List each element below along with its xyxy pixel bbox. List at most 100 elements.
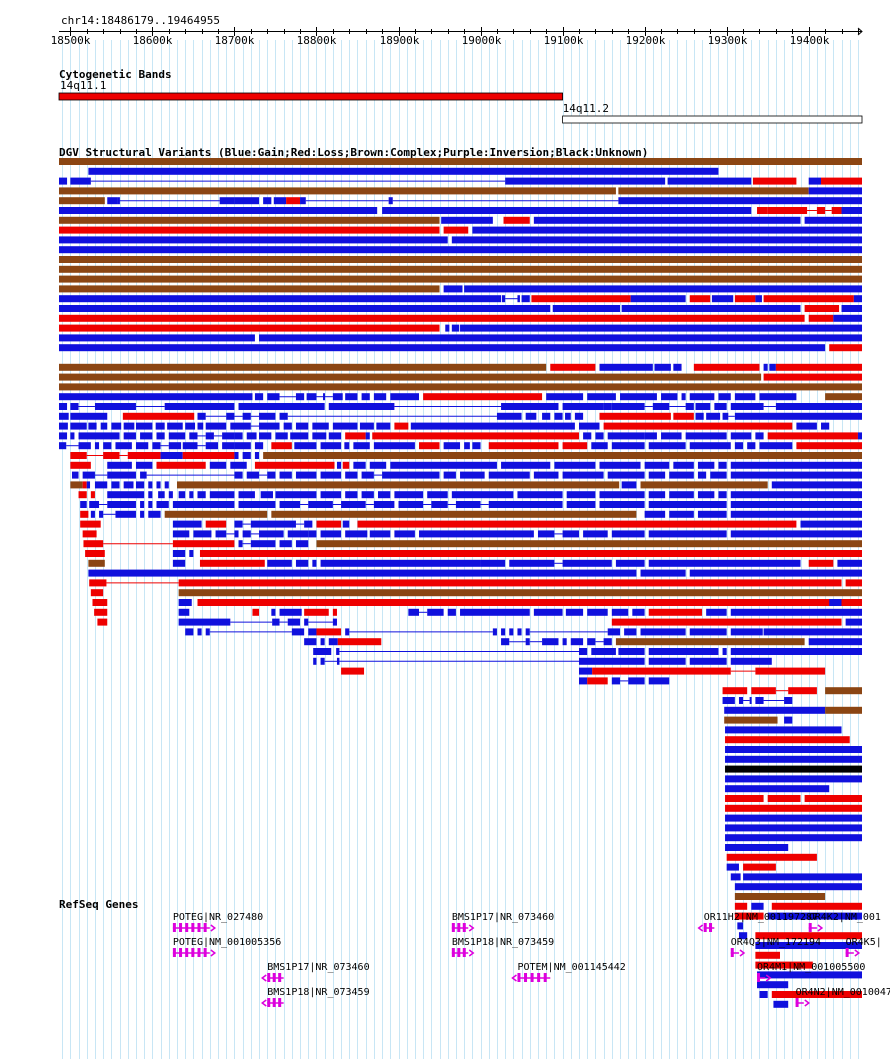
variant-gain[interactable] xyxy=(583,432,592,440)
variant-gain[interactable] xyxy=(189,550,194,557)
variant-gain[interactable] xyxy=(565,608,584,616)
variant-gain[interactable] xyxy=(496,412,522,420)
variant-complex[interactable] xyxy=(271,510,637,518)
variant-gain[interactable] xyxy=(488,471,530,479)
variant-loss[interactable] xyxy=(808,559,834,567)
variant-gain[interactable] xyxy=(168,442,182,450)
variant-loss[interactable] xyxy=(345,432,366,440)
variant-gain[interactable] xyxy=(599,501,645,508)
variant-complex[interactable] xyxy=(263,452,862,459)
variant-gain[interactable] xyxy=(759,991,768,998)
variant-gain[interactable] xyxy=(640,569,686,577)
variant-loss[interactable] xyxy=(531,295,631,303)
variant-gain[interactable] xyxy=(841,207,862,214)
variant-gain[interactable] xyxy=(725,746,862,753)
variant-gain[interactable] xyxy=(724,706,826,714)
variant-gain[interactable] xyxy=(661,393,678,401)
variant-gain[interactable] xyxy=(722,697,735,704)
variant-gain[interactable] xyxy=(757,981,789,989)
variant-gain[interactable] xyxy=(725,726,842,734)
variant-gain[interactable] xyxy=(59,177,68,185)
variant-gain[interactable] xyxy=(654,363,671,371)
variant-gain[interactable] xyxy=(123,422,135,430)
gene-label[interactable]: OR4K5| xyxy=(846,937,882,948)
variant-gain[interactable] xyxy=(611,403,645,410)
variant-gain[interactable] xyxy=(445,324,450,332)
variant-gain[interactable] xyxy=(607,471,645,479)
variant-gain[interactable] xyxy=(689,393,715,401)
variant-gain[interactable] xyxy=(140,510,145,518)
variant-gain[interactable] xyxy=(648,677,670,685)
variant-gain[interactable] xyxy=(320,442,342,450)
variant-loss[interactable] xyxy=(252,608,260,616)
variant-loss[interactable] xyxy=(337,638,382,646)
variant-gain[interactable] xyxy=(259,422,280,430)
variant-gain[interactable] xyxy=(295,471,317,479)
variant-gain[interactable] xyxy=(755,295,762,303)
variant-loss[interactable] xyxy=(587,677,608,685)
variant-gain[interactable] xyxy=(148,491,153,499)
variant-gain[interactable] xyxy=(167,422,183,430)
variant-gain[interactable] xyxy=(796,422,817,430)
variant-gain[interactable] xyxy=(607,432,645,440)
variant-gain[interactable] xyxy=(624,628,637,636)
variant-complex[interactable] xyxy=(316,540,862,548)
variant-loss[interactable] xyxy=(550,363,596,371)
variant-loss[interactable] xyxy=(673,412,694,420)
variant-gain[interactable] xyxy=(172,501,235,508)
variant-gain[interactable] xyxy=(234,442,251,450)
variant-gain[interactable] xyxy=(313,648,332,655)
variant-loss[interactable] xyxy=(103,452,120,459)
variant-gain[interactable] xyxy=(542,412,551,420)
variant-gain[interactable] xyxy=(189,491,194,499)
variant-gain[interactable] xyxy=(611,442,645,450)
variant-complex[interactable] xyxy=(88,559,105,567)
variant-gain[interactable] xyxy=(59,412,69,420)
variant-gain[interactable] xyxy=(306,393,317,401)
variant-gain[interactable] xyxy=(182,442,198,450)
variant-gain[interactable] xyxy=(599,461,641,469)
variant-gain[interactable] xyxy=(209,461,227,469)
variant-gain[interactable] xyxy=(328,638,338,646)
variant-complex[interactable] xyxy=(59,256,862,263)
variant-gain[interactable] xyxy=(730,403,764,410)
variant-gain[interactable] xyxy=(222,442,235,450)
variant-gain[interactable] xyxy=(178,618,231,626)
variant-complex[interactable] xyxy=(59,373,762,381)
variant-gain[interactable] xyxy=(685,403,694,410)
variant-gain[interactable] xyxy=(123,481,134,489)
variant-loss[interactable] xyxy=(80,510,89,518)
variant-gain[interactable] xyxy=(205,442,219,450)
variant-gain[interactable] xyxy=(685,432,727,440)
variant-gain[interactable] xyxy=(295,540,309,548)
variant-gain[interactable] xyxy=(369,461,387,469)
variant-gain[interactable] xyxy=(775,403,862,410)
variant-loss[interactable] xyxy=(503,216,530,224)
variant-loss[interactable] xyxy=(755,951,780,959)
variant-loss[interactable] xyxy=(127,452,161,459)
variant-loss[interactable] xyxy=(70,452,87,459)
variant-loss[interactable] xyxy=(59,226,440,234)
variant-gain[interactable] xyxy=(738,932,748,940)
variant-loss[interactable] xyxy=(734,912,764,920)
variant-loss[interactable] xyxy=(394,422,409,430)
variant-gain[interactable] xyxy=(730,491,862,499)
variant-gain[interactable] xyxy=(89,501,100,508)
variant-loss[interactable] xyxy=(316,520,342,528)
variant-complex[interactable] xyxy=(825,706,862,714)
variant-loss[interactable] xyxy=(648,608,703,616)
variant-gain[interactable] xyxy=(620,393,657,401)
gene-label[interactable]: OR4Q3|NM_172194 xyxy=(731,937,821,948)
variant-gain[interactable] xyxy=(373,393,387,401)
variant-gain[interactable] xyxy=(205,628,210,636)
variant-gain[interactable] xyxy=(328,403,395,410)
variant-gain[interactable] xyxy=(140,471,147,479)
variant-gain[interactable] xyxy=(135,461,153,469)
variant-gain[interactable] xyxy=(345,393,358,401)
variant-gain[interactable] xyxy=(689,569,862,577)
variant-gain[interactable] xyxy=(673,461,694,469)
variant-gain[interactable] xyxy=(505,177,666,185)
variant-gain[interactable] xyxy=(353,442,370,450)
variant-gain[interactable] xyxy=(517,295,520,303)
variant-gain[interactable] xyxy=(320,638,325,646)
